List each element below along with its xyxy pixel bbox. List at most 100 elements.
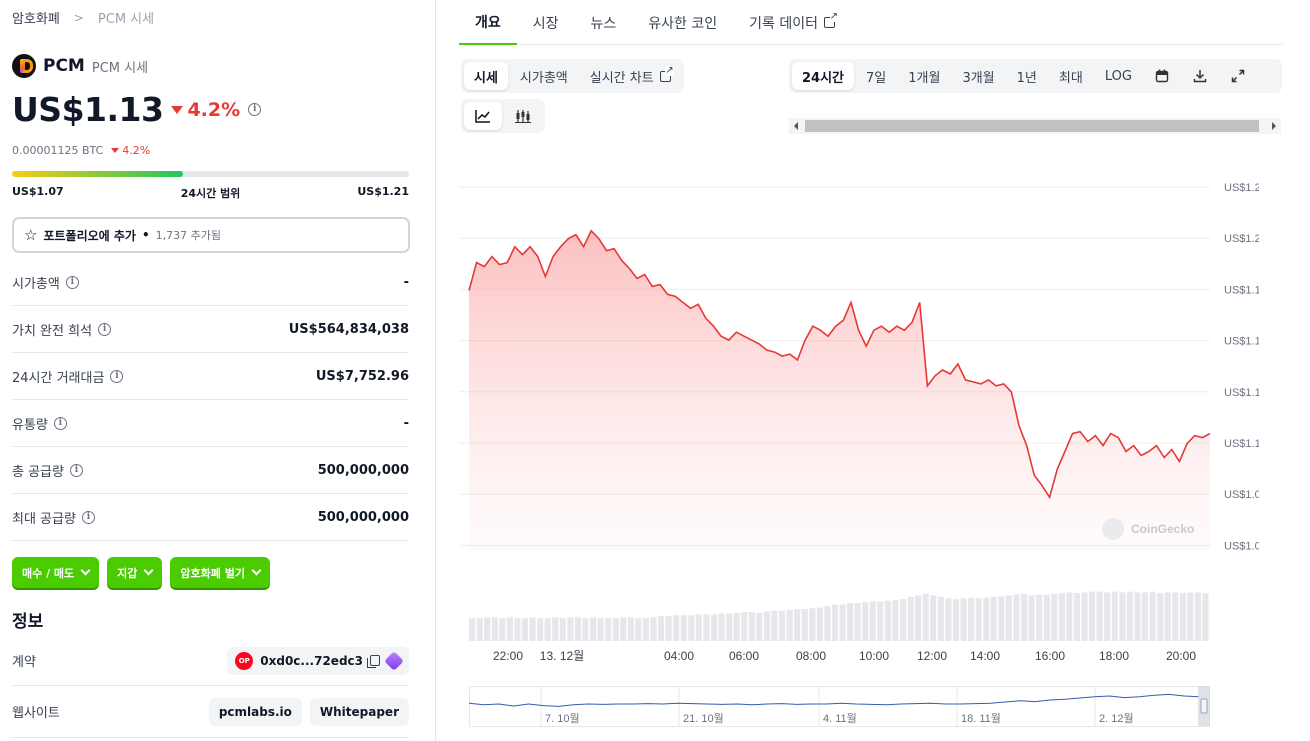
info-icon[interactable]: i xyxy=(53,416,67,430)
volume-bar xyxy=(620,617,627,641)
price-change: 4.2% xyxy=(171,99,240,121)
stat-value: 500,000,000 xyxy=(317,509,409,525)
navigator-grip[interactable] xyxy=(1200,698,1208,714)
chart-type-toggle xyxy=(461,99,545,133)
y-tick-label: US$1.18 xyxy=(1224,284,1259,296)
chart-navigator[interactable]: 7. 10월 21. 10월 4. 11월 18. 11월 2. 12월 xyxy=(469,686,1214,728)
volume-bar xyxy=(484,617,491,641)
chevron-down-icon xyxy=(251,565,262,576)
volume-bar xyxy=(718,613,725,641)
volume-bar xyxy=(1104,592,1111,641)
line-chart-button[interactable] xyxy=(464,102,502,130)
download-button[interactable] xyxy=(1182,62,1218,90)
volume-bar xyxy=(680,615,687,641)
range-high: US$1.21 xyxy=(357,185,409,198)
volume-bar xyxy=(1036,594,1043,641)
volume-bar xyxy=(529,617,536,641)
toggle-market-cap[interactable]: 시가총액 xyxy=(510,62,578,90)
star-icon: ☆ xyxy=(24,226,38,244)
tab-markets[interactable]: 시장 xyxy=(517,0,575,45)
toggle-live-chart[interactable]: 실시간 차트 xyxy=(580,62,681,90)
volume-bar xyxy=(1149,591,1156,641)
stat-label: 시가총액 i xyxy=(12,273,79,292)
add-to-portfolio-button[interactable]: ☆ 포트폴리오에 추가 • 1,737 추가됨 xyxy=(12,217,410,253)
tab-overview[interactable]: 개요 xyxy=(459,0,517,45)
toggle-price[interactable]: 시세 xyxy=(464,62,508,90)
price-line[interactable] xyxy=(468,229,1211,500)
coin-header: PCM PCM 시세 xyxy=(12,54,148,78)
triangle-down-icon xyxy=(111,148,120,153)
btc-change: 4.2% xyxy=(111,144,150,157)
info-icon[interactable]: i xyxy=(65,275,79,289)
navigator-label: 21. 10월 xyxy=(683,712,724,725)
range-24h[interactable]: 24시간 xyxy=(792,62,855,90)
range-labels: US$1.07 24시간 범위 US$1.21 xyxy=(12,185,409,201)
volume-bar xyxy=(514,618,521,641)
chevron-down-icon xyxy=(80,565,91,576)
range-log[interactable]: LOG xyxy=(1095,62,1142,90)
volume-bar xyxy=(968,597,975,641)
website-link[interactable]: pcmlabs.io xyxy=(208,697,302,726)
range-scrollbar[interactable] xyxy=(789,118,1281,134)
volume-bar xyxy=(1141,592,1148,641)
stat-label: 최대 공급량 i xyxy=(12,508,95,527)
volume-bar xyxy=(612,618,619,641)
volume-bar xyxy=(733,612,740,641)
contract-pill[interactable]: OP 0xd0c...72edc3 xyxy=(227,646,409,675)
calendar-button[interactable] xyxy=(1144,62,1180,90)
volume-bar xyxy=(650,617,657,641)
trade-button[interactable]: 매수 / 매도 xyxy=(12,557,100,588)
range-1m[interactable]: 1개월 xyxy=(898,62,950,90)
volume-bar xyxy=(839,604,846,641)
action-buttons: 매수 / 매도 지갑 암호화폐 벌기 xyxy=(12,557,270,588)
tab-historical-data[interactable]: 기록 데이터 xyxy=(733,0,851,45)
wallet-button[interactable]: 지갑 xyxy=(107,557,163,588)
info-icon[interactable]: i xyxy=(98,322,112,336)
info-icon[interactable]: i xyxy=(69,463,83,477)
wallet-gem-icon[interactable] xyxy=(384,650,404,671)
volume-bar xyxy=(726,613,733,641)
breadcrumb: 암호화폐 > PCM 시세 xyxy=(12,8,154,28)
fullscreen-button[interactable] xyxy=(1220,62,1256,90)
candlestick-button[interactable] xyxy=(504,102,542,130)
fullscreen-icon xyxy=(1231,69,1245,83)
volume-bar xyxy=(937,596,944,641)
stat-row-volume-24h: 24시간 거래대금 i US$7,752.96 xyxy=(12,353,409,400)
tab-news[interactable]: 뉴스 xyxy=(575,0,633,45)
range-3m[interactable]: 3개월 xyxy=(952,62,1004,90)
scroll-left-icon[interactable] xyxy=(794,122,798,130)
volume-bar xyxy=(831,604,838,641)
earn-crypto-button[interactable]: 암호화폐 벌기 xyxy=(170,557,270,588)
volume-bar xyxy=(1089,591,1096,641)
navigator-label: 7. 10월 xyxy=(545,712,580,725)
range-low: US$1.07 xyxy=(12,185,64,198)
info-icon[interactable]: i xyxy=(81,510,95,524)
range-max[interactable]: 최대 xyxy=(1049,62,1093,90)
breadcrumb-root-link[interactable]: 암호화폐 xyxy=(12,12,60,27)
calendar-icon xyxy=(1155,69,1169,83)
whitepaper-link[interactable]: Whitepaper xyxy=(309,697,409,726)
optimism-icon: OP xyxy=(235,651,254,670)
volume-bar xyxy=(1096,591,1103,641)
navigator-label: 18. 11월 xyxy=(961,712,1001,725)
tab-similar-coins[interactable]: 유사한 코인 xyxy=(632,0,733,45)
stat-label-text: 총 공급량 xyxy=(12,464,64,480)
price-change-value: 4.2% xyxy=(187,98,241,121)
tab-label: 기록 데이터 xyxy=(749,15,819,32)
range-1y[interactable]: 1년 xyxy=(1007,62,1047,90)
volume-bar xyxy=(1111,591,1118,641)
scroll-right-icon[interactable] xyxy=(1272,122,1276,130)
navigator-frame xyxy=(469,686,1210,727)
y-tick-label: US$1.10 xyxy=(1224,438,1259,450)
price-chart[interactable]: US$1.23 US$1.20 US$1.18 US$1.15 US$1.13 US$1.… xyxy=(459,160,1259,680)
info-icon[interactable]: i xyxy=(110,369,124,383)
portfolio-dot: • xyxy=(141,228,150,242)
info-icon[interactable]: i xyxy=(248,103,262,116)
scroll-thumb[interactable] xyxy=(805,120,1259,132)
range-7d[interactable]: 7일 xyxy=(856,62,896,90)
main-tabs: 개요 시장 뉴스 유사한 코인 기록 데이터 xyxy=(459,0,1283,45)
copy-icon[interactable] xyxy=(367,655,380,668)
stat-value: - xyxy=(403,415,409,431)
x-tick-label: 16:00 xyxy=(1035,649,1065,663)
volume-bar xyxy=(809,608,816,641)
